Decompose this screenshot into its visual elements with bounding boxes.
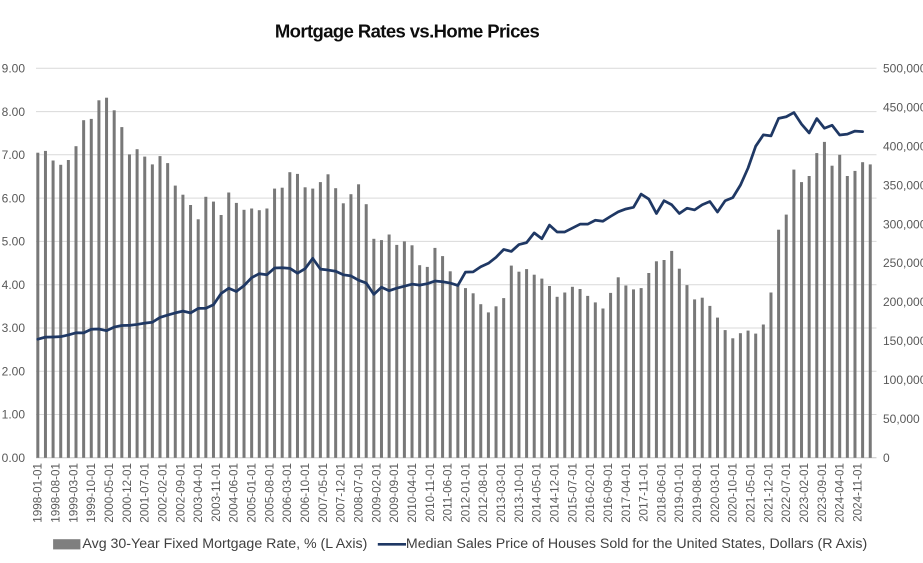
- svg-text:2006-10-01: 2006-10-01: [299, 463, 312, 523]
- svg-text:0.00: 0.00: [2, 451, 26, 465]
- svg-text:2021-12-01: 2021-12-01: [762, 463, 775, 523]
- svg-text:9.00: 9.00: [2, 62, 26, 76]
- svg-text:500,000: 500,000: [883, 62, 923, 76]
- svg-text:2015-07-01: 2015-07-01: [566, 463, 579, 523]
- svg-text:2000-12-01: 2000-12-01: [121, 463, 134, 523]
- svg-text:7.00: 7.00: [2, 148, 26, 162]
- svg-text:2000-05-01: 2000-05-01: [103, 463, 116, 523]
- svg-text:6.00: 6.00: [2, 191, 26, 205]
- svg-text:2016-02-01: 2016-02-01: [584, 463, 597, 523]
- svg-text:1999-10-01: 1999-10-01: [85, 463, 98, 523]
- svg-text:0: 0: [883, 451, 890, 465]
- svg-text:3.00: 3.00: [2, 321, 26, 335]
- svg-text:2022-07-01: 2022-07-01: [780, 463, 793, 523]
- svg-text:250,000: 250,000: [883, 256, 923, 270]
- svg-text:2005-08-01: 2005-08-01: [263, 463, 276, 523]
- svg-text:2009-09-01: 2009-09-01: [388, 463, 401, 523]
- svg-text:2013-10-01: 2013-10-01: [513, 463, 526, 523]
- svg-text:Median Sales Price of Houses S: Median Sales Price of Houses Sold for th…: [406, 536, 867, 552]
- svg-text:2019-08-01: 2019-08-01: [691, 463, 704, 523]
- svg-text:2019-01-01: 2019-01-01: [673, 463, 686, 523]
- svg-text:2013-03-01: 2013-03-01: [495, 463, 508, 523]
- svg-text:2007-05-01: 2007-05-01: [317, 463, 330, 523]
- svg-text:350,000: 350,000: [883, 178, 923, 192]
- svg-text:2023-02-01: 2023-02-01: [798, 463, 811, 523]
- svg-text:2003-04-01: 2003-04-01: [192, 463, 205, 523]
- svg-text:2017-11-01: 2017-11-01: [638, 463, 651, 522]
- svg-text:2012-01-01: 2012-01-01: [459, 463, 472, 523]
- svg-text:2001-07-01: 2001-07-01: [139, 463, 152, 523]
- svg-text:2005-01-01: 2005-01-01: [246, 463, 259, 523]
- svg-text:2014-12-01: 2014-12-01: [548, 463, 561, 523]
- svg-text:2010-11-01: 2010-11-01: [424, 463, 437, 522]
- svg-text:2011-06-01: 2011-06-01: [442, 463, 455, 522]
- svg-text:2020-10-01: 2020-10-01: [727, 463, 740, 523]
- svg-text:2004-06-01: 2004-06-01: [228, 463, 241, 523]
- svg-text:2002-09-01: 2002-09-01: [174, 463, 187, 523]
- svg-text:2024-04-01: 2024-04-01: [834, 463, 847, 523]
- svg-text:2006-03-01: 2006-03-01: [281, 463, 294, 523]
- svg-text:Avg 30-Year Fixed Mortgage Rat: Avg 30-Year Fixed Mortgage Rate, % (L Ax…: [82, 536, 367, 552]
- svg-text:50,000: 50,000: [883, 412, 920, 426]
- svg-text:2009-02-01: 2009-02-01: [370, 463, 383, 523]
- svg-text:150,000: 150,000: [883, 334, 923, 348]
- svg-text:2.00: 2.00: [2, 364, 26, 378]
- svg-text:2014-05-01: 2014-05-01: [531, 463, 544, 523]
- svg-text:4.00: 4.00: [2, 278, 26, 292]
- svg-text:2018-06-01: 2018-06-01: [655, 463, 668, 523]
- svg-text:2024-11-01: 2024-11-01: [851, 463, 864, 522]
- svg-text:1998-01-01: 1998-01-01: [32, 463, 45, 523]
- svg-text:5.00: 5.00: [2, 235, 26, 249]
- svg-text:400,000: 400,000: [883, 139, 923, 153]
- svg-text:200,000: 200,000: [883, 295, 923, 309]
- svg-text:2008-07-01: 2008-07-01: [352, 463, 365, 523]
- svg-text:1.00: 1.00: [2, 408, 26, 422]
- svg-text:8.00: 8.00: [2, 105, 26, 119]
- svg-text:450,000: 450,000: [883, 100, 923, 114]
- svg-text:100,000: 100,000: [883, 373, 923, 387]
- svg-text:2007-12-01: 2007-12-01: [335, 463, 348, 523]
- svg-text:2003-11-01: 2003-11-01: [210, 463, 223, 522]
- svg-text:2016-09-01: 2016-09-01: [602, 463, 615, 523]
- svg-text:2023-09-01: 2023-09-01: [816, 463, 829, 523]
- svg-text:1999-03-01: 1999-03-01: [67, 463, 80, 523]
- svg-text:2010-04-01: 2010-04-01: [406, 463, 419, 523]
- svg-text:300,000: 300,000: [883, 217, 923, 231]
- svg-text:2017-04-01: 2017-04-01: [620, 463, 633, 523]
- svg-text:2002-02-01: 2002-02-01: [156, 463, 169, 523]
- svg-text:Mortgage Rates vs.Home Prices: Mortgage Rates vs.Home Prices: [275, 21, 540, 42]
- svg-text:2012-08-01: 2012-08-01: [477, 463, 490, 523]
- svg-text:2020-03-01: 2020-03-01: [709, 463, 722, 523]
- svg-text:1998-08-01: 1998-08-01: [50, 463, 63, 523]
- svg-text:2021-05-01: 2021-05-01: [745, 463, 758, 523]
